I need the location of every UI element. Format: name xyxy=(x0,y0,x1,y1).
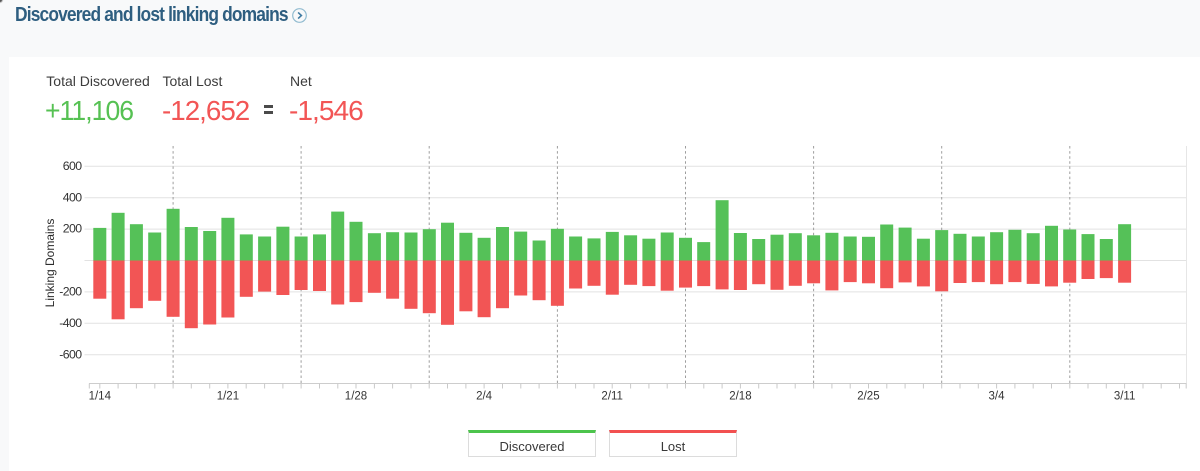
svg-text:1/21: 1/21 xyxy=(217,391,239,403)
svg-text:-600: -600 xyxy=(59,347,82,361)
svg-text:400: 400 xyxy=(63,190,82,204)
svg-text:1/14: 1/14 xyxy=(89,391,112,403)
svg-text:3/11: 3/11 xyxy=(1114,391,1136,403)
svg-text:2/4: 2/4 xyxy=(476,391,493,403)
svg-text:2/11: 2/11 xyxy=(601,391,623,403)
svg-text:2/18: 2/18 xyxy=(729,391,751,403)
svg-text:1/28: 1/28 xyxy=(345,391,367,403)
svg-text:Linking Domains: Linking Domains xyxy=(43,219,57,308)
svg-text:-200: -200 xyxy=(59,285,82,299)
svg-text:3/4: 3/4 xyxy=(989,391,1006,403)
svg-text:600: 600 xyxy=(63,159,82,173)
svg-text:-400: -400 xyxy=(59,316,82,330)
svg-text:200: 200 xyxy=(63,222,82,236)
svg-text:2/25: 2/25 xyxy=(857,391,879,403)
